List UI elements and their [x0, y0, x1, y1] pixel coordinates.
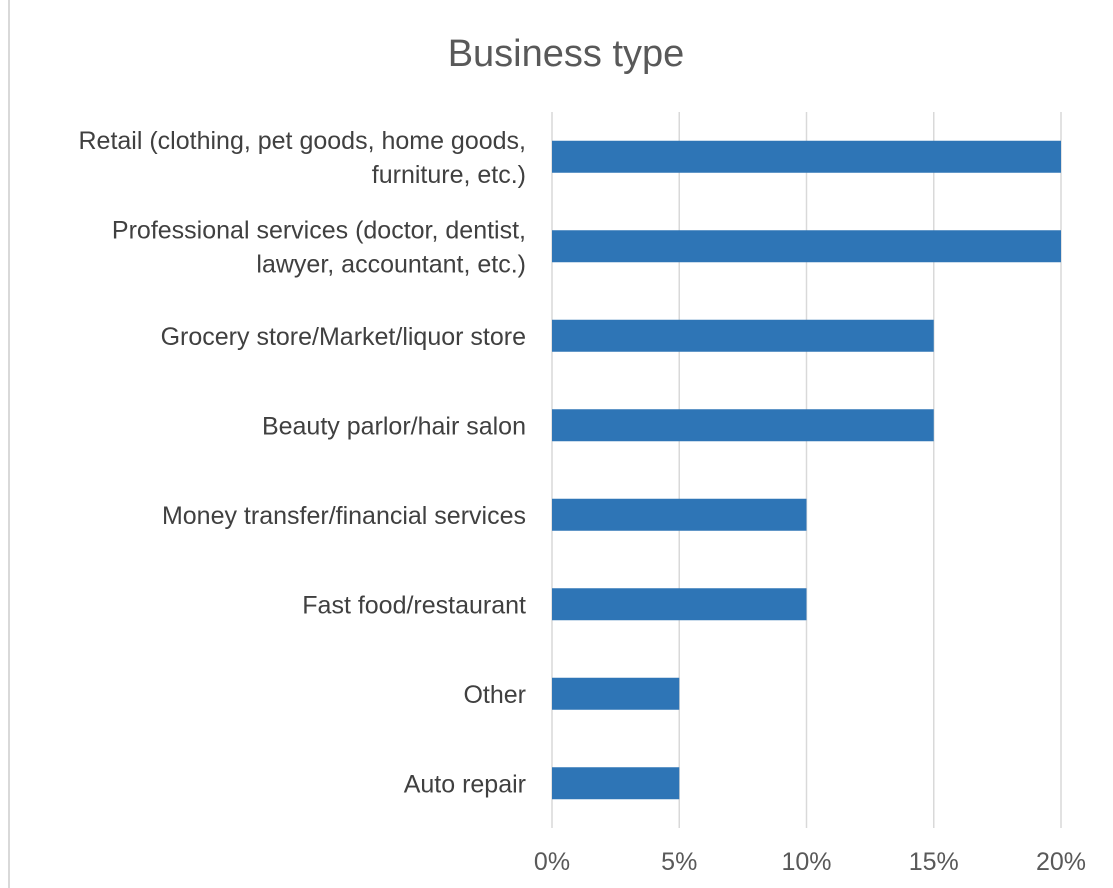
category-label-2: Grocery store/Market/liquor store	[161, 323, 526, 351]
bar-7	[552, 767, 680, 800]
bar-2	[552, 319, 934, 352]
bar-4	[552, 498, 807, 531]
x-tick-label-0: 0%	[534, 848, 570, 876]
category-labels: Retail (clothing, pet goods, home goods,…	[79, 127, 527, 799]
bars	[552, 140, 1061, 800]
category-label-3: Beauty parlor/hair salon	[262, 412, 526, 440]
bar-0	[552, 140, 1061, 173]
gridlines	[551, 112, 1062, 828]
category-label-line: Grocery store/Market/liquor store	[161, 323, 526, 351]
category-label-line: Other	[463, 681, 526, 709]
x-axis-tick-labels: 0% 5% 10% 15% 20%	[534, 848, 1086, 876]
bar-3	[552, 409, 934, 442]
category-label-7: Auto repair	[404, 770, 526, 798]
category-label-line: Retail (clothing, pet goods, home goods,	[79, 127, 527, 155]
category-label-0: Retail (clothing, pet goods, home goods,…	[79, 127, 527, 189]
chart-title: Business type	[448, 33, 685, 75]
bar-1	[552, 230, 1061, 263]
category-label-line: Fast food/restaurant	[302, 591, 526, 619]
x-tick-label-3: 15%	[909, 848, 959, 876]
x-tick-label-2: 10%	[781, 848, 831, 876]
x-tick-label-1: 5%	[661, 848, 697, 876]
category-label-6: Other	[463, 681, 526, 709]
category-label-1: Professional services (doctor, dentist, l…	[112, 216, 526, 278]
category-label-line: Beauty parlor/hair salon	[262, 412, 526, 440]
x-tick-label-4: 20%	[1036, 848, 1086, 876]
category-label-line: Auto repair	[404, 770, 526, 798]
bar-6	[552, 677, 680, 710]
bar-5	[552, 588, 807, 621]
category-label-5: Fast food/restaurant	[302, 591, 526, 619]
category-label-line: Professional services (doctor, dentist,	[112, 216, 526, 244]
category-label-line: lawyer, accountant, etc.)	[256, 250, 526, 278]
category-label-line: furniture, etc.)	[372, 161, 526, 189]
category-label-4: Money transfer/financial services	[162, 502, 526, 530]
category-label-line: Money transfer/financial services	[162, 502, 526, 530]
